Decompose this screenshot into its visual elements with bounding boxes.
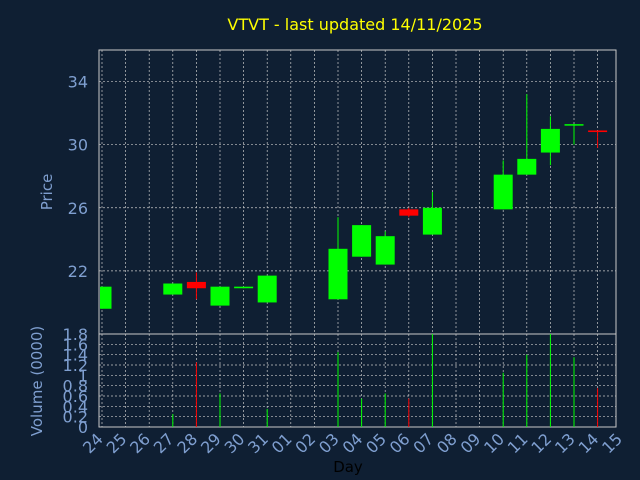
volume-tick-label: 1.2 (63, 356, 88, 375)
price-tick-label: 30 (68, 136, 88, 155)
candle-body (257, 275, 277, 303)
volume-axis-label: Volume (0000) (28, 326, 46, 436)
candle-body (352, 225, 372, 257)
price-tick-label: 26 (68, 199, 88, 218)
candle-body (540, 128, 560, 153)
volume-tick-label: 0 (78, 418, 88, 437)
candle-body (422, 207, 442, 235)
candle-body (100, 286, 112, 309)
volume-tick-label: 0.4 (63, 397, 88, 416)
volume-bars (172, 334, 599, 427)
candle-body (375, 236, 395, 265)
candle-body (328, 248, 348, 300)
candles (100, 94, 608, 309)
candle-body (588, 130, 608, 133)
volume-axis: 00.20.40.60.811.21.41.61.8 (63, 325, 88, 437)
volume-tick-label: 1.8 (63, 325, 88, 344)
candle-body (399, 209, 419, 216)
volume-tick-label: 0.8 (63, 377, 88, 396)
candle-body (517, 158, 537, 175)
candle-body (210, 286, 230, 306)
candle-body (163, 283, 183, 295)
grid-lines (99, 50, 616, 427)
chart-title: VTVT - last updated 14/11/2025 (227, 15, 482, 34)
candle-body (234, 286, 254, 289)
volume-tick-label: 1.4 (63, 346, 88, 365)
volume-tick-label: 0.2 (63, 408, 88, 427)
x-tick-label: 15 (598, 429, 626, 457)
candle-body (564, 124, 584, 126)
volume-plot-area (98, 333, 617, 428)
price-axis: 22 26 30 34 (68, 73, 88, 281)
volume-tick-label: 0.6 (63, 387, 88, 406)
candle-body (186, 281, 206, 289)
price-tick-label: 22 (68, 262, 88, 281)
x-axis: 2425262728293031010203040506070809101112… (79, 429, 626, 457)
x-axis-label: Day (333, 458, 363, 476)
price-tick-label: 34 (68, 73, 88, 92)
price-axis-label: Price (38, 174, 56, 211)
candle-body (493, 174, 513, 210)
volume-tick-label: 1.6 (63, 335, 88, 354)
volume-tick-label: 1 (78, 366, 88, 385)
